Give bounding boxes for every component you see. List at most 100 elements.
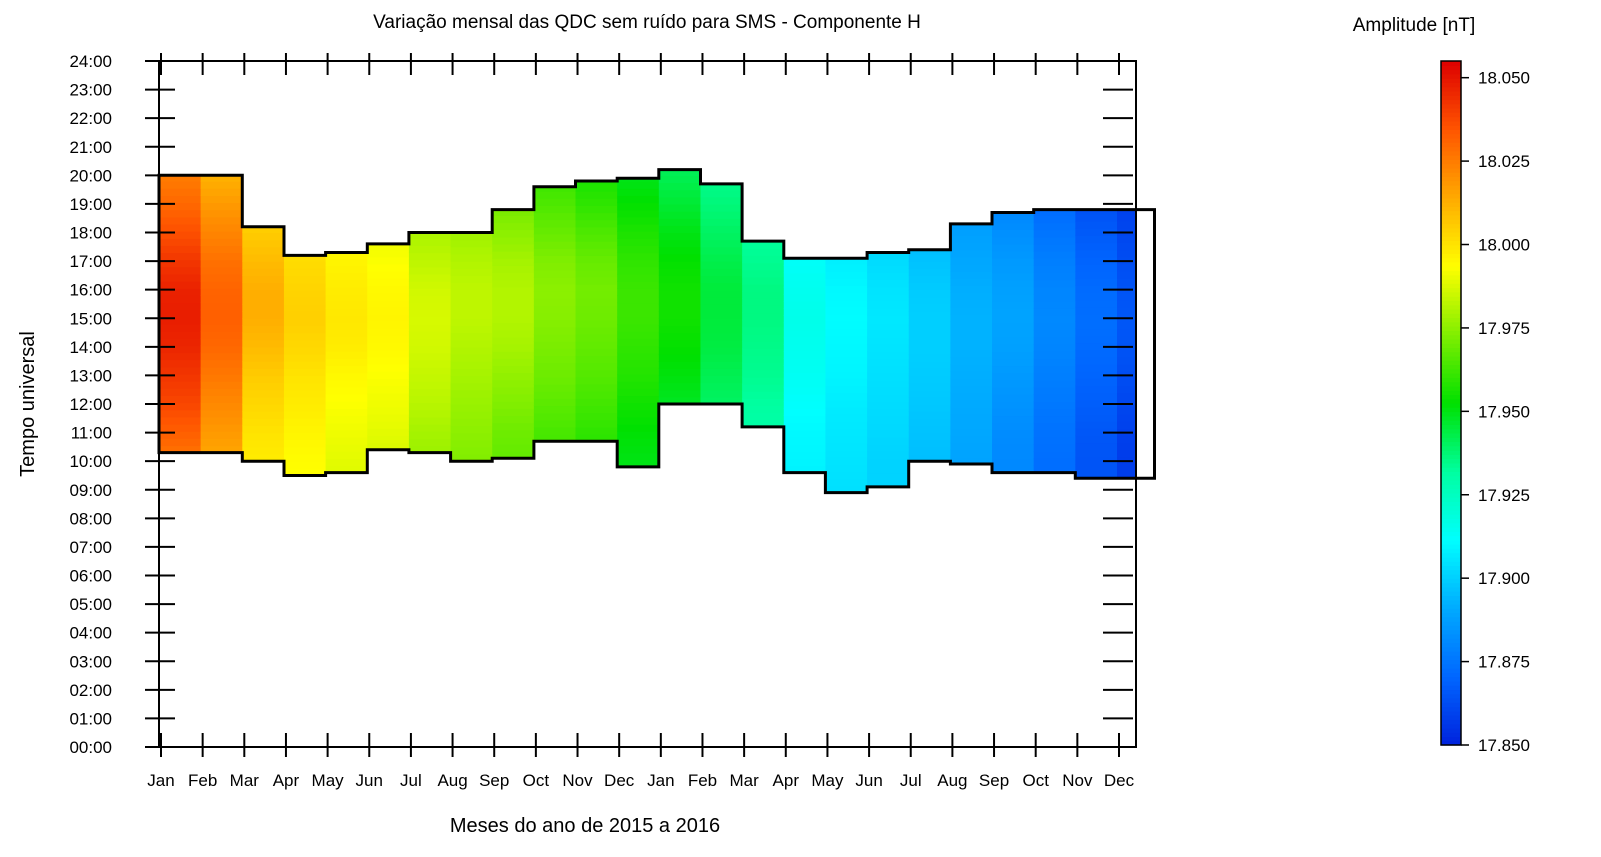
data-region-outline [157, 168, 1156, 495]
heatmap-cell [950, 321, 993, 329]
heatmap-cell [700, 183, 743, 191]
colorbar-segment [1441, 266, 1461, 272]
data-boundary [157, 168, 1156, 495]
heatmap-cell [1075, 328, 1118, 336]
colorbar-segment [1441, 308, 1461, 314]
heatmap-cell [1033, 272, 1076, 281]
heatmap-cell [700, 261, 743, 269]
x-tick-label: Dec [1104, 771, 1135, 790]
colorbar-segment [1441, 150, 1461, 156]
heatmap-cell [658, 169, 702, 176]
heatmap-cell [450, 439, 493, 448]
heatmap-cell [533, 348, 577, 357]
heatmap-cell [992, 265, 1035, 274]
heatmap-cell [200, 338, 243, 347]
heatmap-cell [1033, 444, 1076, 452]
heatmap-cell [950, 406, 993, 415]
heatmap-cell [1075, 299, 1118, 308]
heatmap-cell [242, 389, 285, 398]
heatmap-cell [492, 372, 535, 381]
heatmap-cell [950, 228, 993, 236]
heatmap-cell [1075, 228, 1118, 236]
heatmap-cell [159, 338, 202, 347]
heatmap-cell [450, 418, 493, 427]
heatmap-cell [825, 363, 868, 372]
heatmap-cell [492, 215, 535, 224]
heatmap-cell [1075, 335, 1118, 344]
heatmap-cell [325, 358, 368, 367]
heatmap-cell [492, 272, 535, 281]
heatmap-cell [533, 241, 577, 249]
heatmap-cell [159, 216, 202, 225]
heatmap-cell [159, 266, 202, 275]
heatmap-cell [825, 442, 868, 451]
heatmap-cell [617, 259, 660, 268]
y-tick-label: 05:00 [69, 595, 112, 614]
x-tick-label: May [312, 771, 345, 790]
heatmap-cell [242, 346, 285, 355]
heatmap-cell [242, 332, 285, 341]
heatmap-cell [575, 419, 618, 428]
heatmap-cell [1117, 392, 1136, 401]
heatmap-cell [867, 293, 910, 302]
colorbar-segment [1441, 172, 1461, 178]
heatmap-cell [783, 301, 827, 309]
heatmap-cell [242, 396, 285, 405]
heatmap-cell [908, 382, 951, 391]
heatmap-cell [533, 362, 577, 371]
heatmap-cell [575, 305, 618, 314]
heatmap-cell [533, 283, 577, 292]
heatmap-cell [159, 416, 202, 425]
heatmap-cell [1033, 358, 1076, 367]
heatmap-cell [283, 339, 327, 348]
heatmap-cell [575, 181, 618, 185]
heatmap-cell [492, 343, 535, 352]
colorbar-segment [1441, 715, 1461, 720]
heatmap-cell [992, 286, 1035, 295]
colorbar-segment [1441, 676, 1461, 682]
colorbar-segment [1441, 484, 1461, 490]
heatmap-cell [283, 468, 327, 477]
heatmap-cell [908, 346, 951, 355]
heatmap-cell [492, 286, 535, 295]
colorbar-segment [1441, 693, 1461, 699]
heatmap-cell [1117, 249, 1136, 258]
heatmap-cell [742, 376, 785, 385]
colorbar-segment [1441, 163, 1461, 169]
heatmap-cell [242, 296, 285, 305]
heatmap-cell [825, 306, 868, 315]
colorbar-segment [1441, 390, 1461, 396]
heatmap-cell [450, 232, 493, 241]
heatmap-cell [533, 233, 577, 242]
heatmap-cell [533, 419, 577, 428]
heatmap-cell [242, 289, 285, 298]
heatmap-cell [783, 451, 827, 459]
heatmap-cell [1075, 209, 1118, 215]
heatmap-cell [783, 258, 827, 266]
heatmap-cell [575, 248, 618, 256]
colorbar-tick-label: 18.050 [1478, 69, 1530, 88]
heatmap-cell [242, 404, 285, 412]
heatmap-cell [867, 394, 910, 402]
heatmap-cell [617, 409, 660, 418]
heatmap-cell [950, 256, 993, 265]
heatmap-cell [492, 315, 535, 324]
colorbar-segment [1441, 202, 1461, 207]
heatmap-cell [992, 379, 1035, 388]
heatmap-cell [867, 286, 910, 295]
heatmap-cell [825, 258, 868, 265]
heatmap-cell [1075, 349, 1118, 358]
colorbar-segment [1441, 176, 1461, 182]
colorbar-segment [1441, 458, 1461, 464]
heatmap-cell [533, 333, 577, 342]
heatmap-cell [658, 375, 702, 384]
chart-title: Variação mensal das QDC sem ruído para S… [373, 12, 921, 33]
colorbar-segment [1441, 108, 1461, 113]
colorbar-segment [1441, 565, 1461, 571]
colorbar-segment [1441, 291, 1461, 297]
heatmap-cell [242, 361, 285, 369]
heatmap-cell [533, 369, 577, 378]
colorbar-segment [1441, 655, 1461, 661]
heatmap-cell [450, 296, 493, 305]
heatmap-cell [1117, 328, 1136, 336]
